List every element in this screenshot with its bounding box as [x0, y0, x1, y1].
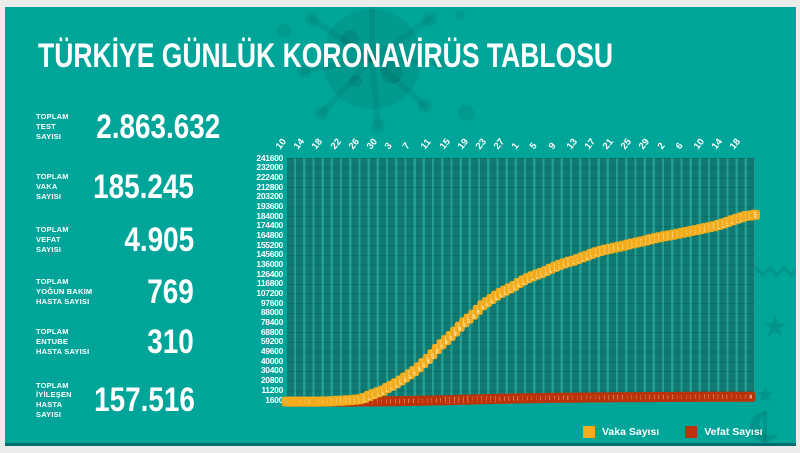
- x-axis-tick-label: 7: [400, 140, 413, 152]
- y-axis-tick-label: 11200: [261, 384, 283, 395]
- x-axis-tick-label: 1: [510, 140, 522, 152]
- stat-value: 310: [147, 322, 194, 361]
- data-point-label: 10: [748, 394, 753, 399]
- x-axis-tick-label: 19: [455, 136, 471, 152]
- stat-value: 769: [147, 272, 194, 311]
- y-axis-tick-label: 97600: [260, 297, 283, 308]
- stat-row: TOPLAM İYİLEŞEN HASTA SAYISI 157.516: [36, 378, 195, 422]
- stat-label: TOPLAM ENTUBE HASTA SAYISI: [36, 327, 90, 356]
- x-axis-tick-label: 13: [564, 136, 580, 152]
- data-point-label: 4056: [425, 354, 430, 364]
- stat-label: TOPLAM TEST SAYISI: [36, 112, 69, 141]
- x-axis-tick-label: 22: [328, 136, 344, 152]
- x-axis-tick-label: 27: [491, 136, 508, 152]
- stat-row: TOPLAM YOĞUN BAKIM HASTA SAYISI 769: [36, 270, 194, 314]
- y-axis-tick-label: 20800: [260, 375, 283, 386]
- stat-value: 157.516: [93, 380, 195, 419]
- stat-row: TOPLAM TEST SAYISI 2.863.632: [36, 105, 220, 149]
- stat-label: TOPLAM İYİLEŞEN HASTA SAYISI: [36, 380, 72, 419]
- stat-value: 4.905: [124, 220, 194, 259]
- series-deaths: 1111521771516171623374663796976737576879…: [282, 391, 756, 407]
- stat-label: TOPLAM YOĞUN BAKIM HASTA SAYISI: [36, 277, 93, 306]
- legend-swatch: [685, 426, 698, 438]
- x-axis-tick-label: 21: [600, 136, 617, 152]
- data-point-label: 4674: [475, 305, 480, 315]
- y-axis-tick-label: 193600: [256, 200, 283, 211]
- data-point: [750, 209, 760, 220]
- x-axis-tick-label: 17: [582, 136, 598, 152]
- legend-item: Vaka Sayısı: [583, 426, 659, 438]
- x-axis-tick-label: 5: [528, 140, 541, 152]
- data-point-label: 4747: [430, 349, 435, 359]
- x-axis-tick-label: 26: [346, 136, 362, 152]
- x-axis-tick-label: 14: [709, 136, 726, 152]
- x-axis-tick-label: 18: [310, 136, 326, 152]
- x-axis-tick-label: 10: [691, 136, 707, 152]
- y-axis-tick-label: 232000: [256, 162, 283, 173]
- stat-row: TOPLAM ENTUBE HASTA SAYISI 310: [36, 320, 194, 364]
- data-point: [745, 391, 756, 402]
- x-axis-tick-label: 3: [382, 140, 395, 152]
- stat-value: 185.245: [93, 167, 194, 206]
- data-point-label: 3977: [471, 309, 476, 319]
- x-axis-tick-label: 14: [291, 136, 308, 152]
- y-axis-tick-label: 49600: [260, 346, 283, 357]
- y-axis-tick-label: 145600: [256, 249, 283, 260]
- data-point-label: 5138: [434, 344, 439, 354]
- y-axis-tick-label: 203200: [256, 191, 283, 202]
- y-axis-tick-label: 1600: [265, 394, 283, 405]
- x-axis-tick-label: 29: [637, 136, 653, 152]
- stat-row: TOPLAM VAKA SAYISI 185.245: [36, 165, 194, 209]
- x-axis-tick-label: 25: [619, 136, 635, 152]
- x-axis-tick-label: 2: [655, 140, 668, 152]
- y-axis-tick-label: 222400: [256, 171, 283, 182]
- y-axis-tick-label: 116800: [256, 278, 283, 289]
- x-axis-tick-label: 23: [473, 136, 489, 152]
- y-axis-tick-label: 88000: [260, 307, 283, 318]
- legend-swatch: [583, 426, 595, 438]
- y-axis-tick-label: 136000: [256, 258, 283, 269]
- y-axis-tick-label: 184000: [256, 210, 283, 221]
- page-title: TÜRKİYE GÜNLÜK KORONAVİRÜS TABLOSU: [38, 37, 614, 75]
- stat-value: 2.863.632: [95, 107, 220, 146]
- x-axis-tick-label: 6: [673, 140, 686, 152]
- y-axis-tick-label: 59200: [260, 336, 283, 347]
- x-axis-tick-label: 15: [437, 136, 453, 152]
- chart-plot-area: [287, 158, 755, 400]
- y-axis-tick-label: 212800: [256, 181, 283, 192]
- legend-label: Vaka Sayısı: [602, 426, 660, 438]
- x-axis-tick-label: 10: [273, 136, 289, 152]
- chart-series: 1111521771516171623374663796976737576879…: [282, 209, 760, 407]
- y-axis-tick-label: 30400: [260, 365, 283, 376]
- legend-item: Vefat Sayısı: [685, 426, 763, 438]
- stat-label: TOPLAM VAKA SAYISI: [36, 172, 69, 201]
- legend-label: Vefat Sayısı: [704, 426, 763, 438]
- y-axis-tick-label: 107200: [256, 288, 283, 299]
- y-axis-tick-label: 40000: [260, 355, 283, 366]
- series-cases: 1411229519416731127728929334356111962069…: [282, 209, 760, 407]
- x-axis-tick-label: 9: [546, 140, 559, 152]
- coronavirus-dashboard: TÜRKİYE GÜNLÜK KORONAVİRÜS TABLOSU TOPLA…: [5, 7, 796, 446]
- y-axis-tick-label: 78400: [260, 317, 283, 328]
- y-axis-tick-label: 174400: [256, 220, 283, 231]
- data-point-label: 627: [753, 211, 758, 218]
- y-axis-tick-label: 164800: [256, 229, 283, 240]
- x-axis-tick-label: 11: [419, 137, 435, 152]
- y-axis-tick-label: 68800: [260, 326, 283, 337]
- stat-row: TOPLAM VEFAT SAYISI 4.905: [36, 218, 194, 262]
- x-axis-tick-label: 18: [728, 136, 744, 152]
- y-axis-tick-label: 126400: [256, 268, 283, 279]
- chart-legend: Vaka Sayısı Vefat Sayısı: [583, 426, 763, 438]
- stat-label: TOPLAM VEFAT SAYISI: [36, 225, 69, 254]
- data-point-label: 4281: [453, 326, 458, 336]
- y-axis-tick-label: 155200: [256, 239, 283, 250]
- y-axis-tick-label: 241600: [256, 152, 283, 163]
- x-axis-tick-label: 30: [364, 136, 380, 152]
